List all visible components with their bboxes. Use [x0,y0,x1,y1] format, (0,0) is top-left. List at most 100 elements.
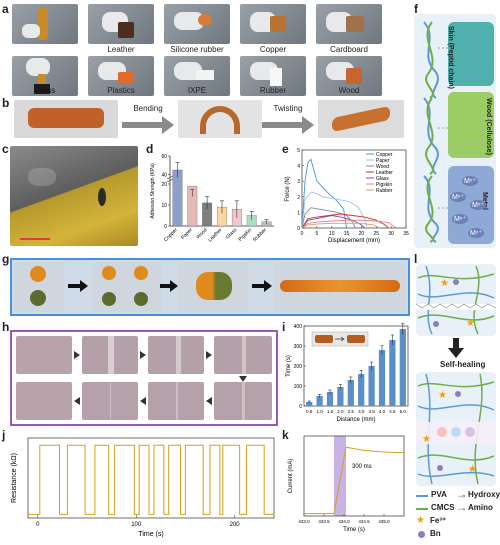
metal-ion: Mⁿ⁺ [452,214,469,224]
bar [399,329,406,406]
metal-ion: Mⁿ⁺ [462,176,479,186]
x-tick-label: 4.0 [379,409,386,414]
micrograph-4 [214,336,272,374]
svg-text:★: ★ [468,464,477,475]
legend-cmcs-label: CMCS [431,503,455,512]
arrow-g-2 [160,280,178,292]
sem-image [10,146,138,246]
chart-j: 0 100 200 Time (s) Resistance (kΩ) [11,437,275,538]
bar [389,340,396,406]
x-tick-label: 5.0 [400,409,407,414]
caption-wood: Wood [338,86,360,95]
y-tick-label: 0 [299,404,302,410]
x-tick-label: 1.0 [316,409,323,414]
micrograph-5 [16,382,72,420]
series-line [301,215,365,229]
inset-sample-before [315,335,333,343]
y-axis-label: Resistance (kΩ) [11,453,18,503]
photo-wood [316,56,382,96]
hook-icon: ⊸ [458,504,466,514]
metal-ion: Mⁿ⁺ [468,228,485,238]
plot-frame [27,437,275,519]
y-tick-label: 300 [294,344,303,350]
micrograph-1 [16,336,72,374]
y-axis-label: Adhesion Strength (KPa) [150,163,156,219]
polymer-strands [423,21,450,243]
svg-text:★: ★ [422,434,431,445]
panel-label-h: h [2,320,10,334]
caption-silicone-rubber: Silicone rubber [170,45,224,54]
caption-ixpe: IXPE [187,86,207,95]
legend-fe-label: Fe³⁺ [430,516,447,525]
x-tick-label: 35 [403,231,409,237]
caption-glass: Glass [34,86,56,95]
x-tick-label: 10 [329,231,335,237]
y-tick-label: 400 [294,324,303,330]
bar [326,392,334,406]
x-tick-label: Pigskin [237,227,253,243]
panel-label-l: l [414,252,418,266]
x-tick-label: 200 [230,522,241,528]
arrow-h-2 [140,351,146,359]
y-axis-label: Current (mA) [288,459,294,494]
y-axis-label: Force (N) [285,176,291,201]
chart-e: 0 5 10 15 20 25 30 35 0 1 2 3 4 5 Displacement (mm) For… [285,148,409,244]
caption-rubber: Rubber [259,86,287,95]
arrow-h-4 [239,376,247,382]
self-healing-label: Self-healing [440,360,486,369]
twisting-label: Twisting [273,104,303,113]
x-tick-label: Rubber [252,227,268,243]
y-tick-label: 5 [297,148,300,154]
arrow-g-1 [68,280,88,292]
arrow-h-1 [74,351,80,359]
legend-label: Pigskin [376,182,392,188]
resistance-line [28,444,274,515]
y-tick-label: 3 [297,179,300,185]
photo-g-4 [274,262,406,312]
inset-sample-after [347,335,365,343]
y-tick-label: 20 [161,182,167,188]
x-tick-label: 0 [301,231,304,237]
y-tick-label: 0 [297,226,300,232]
caption-leather: Leather [107,45,135,54]
y-tick-label: 100 [294,384,303,390]
x-tick-label: 20 [359,231,365,237]
legend-label: Leather [376,170,393,176]
photo-g-1 [14,262,64,312]
panel-label-g: g [2,252,10,266]
y-tick-label: 60 [161,154,167,160]
x-axis-label: Distance (mm) [336,417,375,423]
arrow-g-3 [252,280,272,292]
metal-ion: Mⁿ⁺ [470,200,487,210]
skin-box [448,22,494,86]
arrow-h-6 [140,397,146,405]
x-tick-label: Leather [207,227,223,243]
panel-h-frame [10,330,278,426]
x-tick-label: 2.5 [348,409,355,414]
x-axis-label: Displacement (mm) [328,238,380,244]
y-tick-label: 10 [161,203,167,209]
legend-label: Paper [376,158,390,164]
photo-rubber [240,56,306,96]
panel-label-c: c [2,142,9,156]
plot-frame [301,149,407,229]
legend-label: Rubber [376,188,393,194]
arrow-h-7 [74,397,80,405]
y-tick-label: 1 [297,210,300,216]
photo-glass [12,56,78,96]
photo-leather [88,4,154,44]
bar [172,169,183,227]
twisting-arrow [262,116,314,134]
x-axis-label: Time (s) [343,527,365,533]
micrograph-7 [148,382,204,420]
bar [347,380,354,406]
legend-pva-label: PVA [431,490,447,499]
x-axis-label: Time (s) [138,531,163,538]
x-tick-label: 100 [131,522,142,528]
panel-label-d: d [146,142,154,156]
panel-label-f: f [414,2,418,16]
y-tick-label: 40 [161,173,167,179]
x-tick-label: Paper [180,227,194,241]
photo-g-3 [178,262,248,312]
